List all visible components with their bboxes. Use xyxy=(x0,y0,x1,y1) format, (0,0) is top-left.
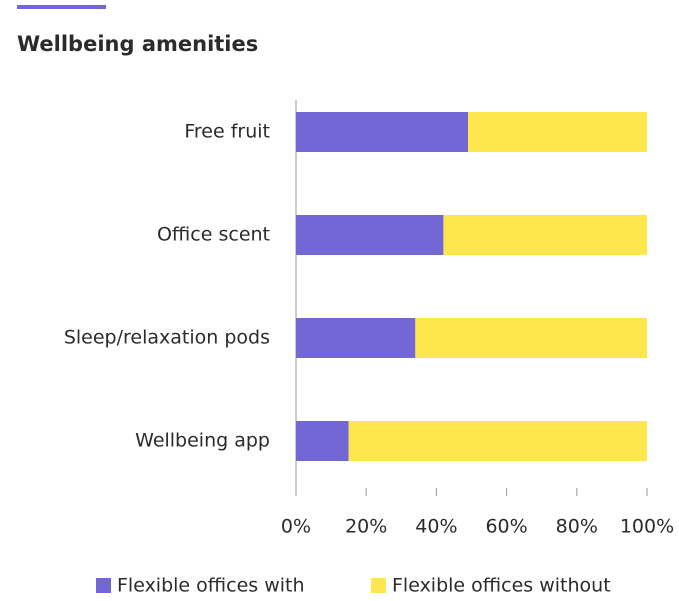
y-tick-label: Sleep/relaxation pods xyxy=(64,327,270,349)
x-tick-label: 40% xyxy=(415,516,457,538)
legend-swatch xyxy=(371,578,386,593)
legend-label: Flexible offices with xyxy=(117,575,305,597)
title-accent xyxy=(17,5,106,9)
bar-segment xyxy=(296,215,444,255)
x-tick-label: 60% xyxy=(485,516,527,538)
bar-segment xyxy=(348,421,647,461)
y-tick-label: Office scent xyxy=(157,224,270,246)
x-tick-label: 80% xyxy=(556,516,598,538)
bar-segment xyxy=(296,112,468,152)
bar-segment xyxy=(296,318,416,358)
bar-segment xyxy=(443,215,647,255)
x-tick-label: 100% xyxy=(620,516,674,538)
legend-label: Flexible offices without xyxy=(392,575,611,597)
x-tick-label: 20% xyxy=(345,516,387,538)
chart-title: Wellbeing amenities xyxy=(17,32,258,56)
y-tick-label: Free fruit xyxy=(184,121,270,143)
legend-swatch xyxy=(96,578,111,593)
bar-segment xyxy=(415,318,647,358)
y-tick-label: Wellbeing app xyxy=(135,430,270,452)
x-tick-label: 0% xyxy=(281,516,311,538)
bar-segment xyxy=(467,112,647,152)
bar-segment xyxy=(296,421,349,461)
